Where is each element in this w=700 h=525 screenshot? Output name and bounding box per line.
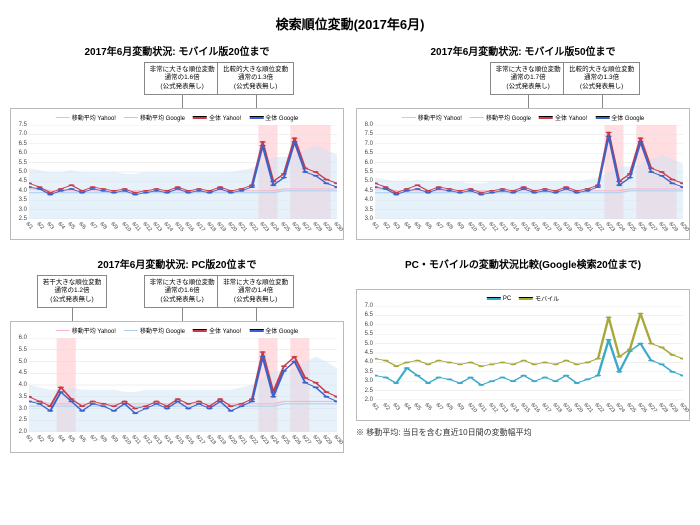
panel-title: PC・モバイルの変動状況比較(Google検索20位まで) (356, 256, 690, 271)
panel-3: PC・モバイルの変動状況比較(Google検索20位まで) PC モバイル2.0… (356, 256, 690, 453)
legend: 移動平均 Yahoo! 移動平均 Google 全体 Yahoo! 全体 Goo… (398, 112, 649, 123)
panel-2: 2017年6月変動状況: PC版20位まで若干大きな順位変動通常の1.2倍(公式… (10, 256, 344, 453)
chart: 移動平均 Yahoo! 移動平均 Google 全体 Yahoo! 全体 Goo… (356, 108, 690, 240)
page-title: 検索順位変動(2017年6月) (10, 14, 690, 33)
legend: 移動平均 Yahoo! 移動平均 Google 全体 Yahoo! 全体 Goo… (52, 112, 303, 123)
callout: 非常に大きな順位変動通常の1.4倍(公式発表無し) (217, 275, 294, 308)
panel-title: 2017年6月変動状況: PC版20位まで (10, 256, 344, 271)
legend: 移動平均 Yahoo! 移動平均 Google 全体 Yahoo! 全体 Goo… (52, 325, 303, 336)
callout: 若干大きな順位変動通常の1.2倍(公式発表無し) (37, 275, 108, 308)
panel-0: 2017年6月変動状況: モバイル版20位まで非常に大きな順位変動通常の1.6倍… (10, 43, 344, 240)
callout: 非常に大きな順位変動通常の1.6倍(公式発表無し) (144, 275, 221, 308)
footnote: ※ 移動平均: 当日を含む直近10日間の変動幅平均 (356, 427, 690, 438)
chart: 移動平均 Yahoo! 移動平均 Google 全体 Yahoo! 全体 Goo… (10, 321, 344, 453)
callout: 比較的大きな順位変動通常の1.3倍(公式発表無し) (563, 62, 640, 95)
callout: 非常に大きな順位変動通常の1.6倍(公式発表無し) (144, 62, 221, 95)
chart: 移動平均 Yahoo! 移動平均 Google 全体 Yahoo! 全体 Goo… (10, 108, 344, 240)
callout: 非常に大きな順位変動通常の1.7倍(公式発表無し) (490, 62, 567, 95)
panel-title: 2017年6月変動状況: モバイル版50位まで (356, 43, 690, 58)
callout: 比較的大きな順位変動通常の1.3倍(公式発表無し) (217, 62, 294, 95)
panel-title: 2017年6月変動状況: モバイル版20位まで (10, 43, 344, 58)
chart: PC モバイル2.02.53.03.54.04.55.05.56.06.57.0… (356, 289, 690, 421)
legend: PC モバイル (483, 293, 563, 304)
panel-1: 2017年6月変動状況: モバイル版50位まで非常に大きな順位変動通常の1.7倍… (356, 43, 690, 240)
